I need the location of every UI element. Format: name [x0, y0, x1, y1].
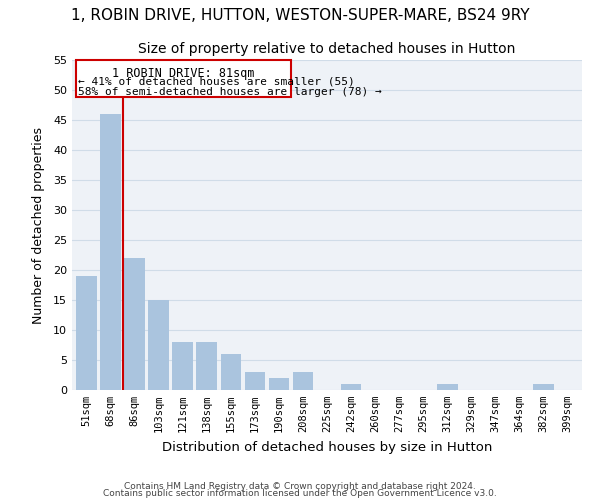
Bar — [221, 354, 241, 390]
Text: ← 41% of detached houses are smaller (55): ← 41% of detached houses are smaller (55… — [78, 77, 355, 87]
Bar — [245, 372, 265, 390]
Bar — [148, 300, 169, 390]
Bar — [293, 372, 313, 390]
Bar — [533, 384, 554, 390]
Title: Size of property relative to detached houses in Hutton: Size of property relative to detached ho… — [139, 42, 515, 56]
Bar — [341, 384, 361, 390]
FancyBboxPatch shape — [76, 60, 291, 97]
Text: 58% of semi-detached houses are larger (78) →: 58% of semi-detached houses are larger (… — [78, 87, 382, 97]
Text: 1, ROBIN DRIVE, HUTTON, WESTON-SUPER-MARE, BS24 9RY: 1, ROBIN DRIVE, HUTTON, WESTON-SUPER-MAR… — [71, 8, 529, 22]
X-axis label: Distribution of detached houses by size in Hutton: Distribution of detached houses by size … — [162, 440, 492, 454]
Text: 1 ROBIN DRIVE: 81sqm: 1 ROBIN DRIVE: 81sqm — [112, 67, 254, 80]
Bar — [437, 384, 458, 390]
Bar — [124, 258, 145, 390]
Bar — [76, 276, 97, 390]
Bar — [172, 342, 193, 390]
Text: Contains public sector information licensed under the Open Government Licence v3: Contains public sector information licen… — [103, 490, 497, 498]
Bar — [196, 342, 217, 390]
Bar — [269, 378, 289, 390]
Text: Contains HM Land Registry data © Crown copyright and database right 2024.: Contains HM Land Registry data © Crown c… — [124, 482, 476, 491]
Bar — [100, 114, 121, 390]
Y-axis label: Number of detached properties: Number of detached properties — [32, 126, 44, 324]
